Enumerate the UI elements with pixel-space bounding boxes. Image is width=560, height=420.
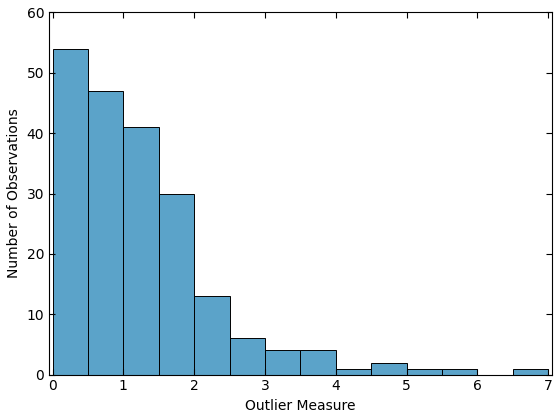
Bar xyxy=(336,369,371,375)
Bar xyxy=(371,362,407,375)
Bar xyxy=(194,296,230,375)
Bar xyxy=(442,369,477,375)
Bar xyxy=(53,49,88,375)
Bar xyxy=(230,339,265,375)
Bar xyxy=(407,369,442,375)
Bar xyxy=(300,351,336,375)
Y-axis label: Number of Observations: Number of Observations xyxy=(7,109,21,278)
Bar xyxy=(88,91,123,375)
Bar xyxy=(265,351,300,375)
Bar xyxy=(513,369,548,375)
X-axis label: Outlier Measure: Outlier Measure xyxy=(245,399,356,413)
Bar xyxy=(123,127,158,375)
Bar xyxy=(158,194,194,375)
